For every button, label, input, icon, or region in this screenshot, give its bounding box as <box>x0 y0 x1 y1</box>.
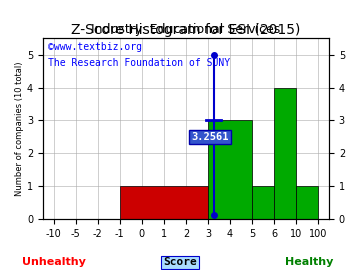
Text: Unhealthy: Unhealthy <box>22 257 86 267</box>
Bar <box>208 120 252 219</box>
Bar <box>274 87 296 219</box>
Bar <box>296 186 318 219</box>
Y-axis label: Number of companies (10 total): Number of companies (10 total) <box>15 61 24 196</box>
Text: ©www.textbiz.org: ©www.textbiz.org <box>49 42 143 52</box>
Text: Healthy: Healthy <box>285 257 334 267</box>
Bar <box>252 186 274 219</box>
Text: 3.2561: 3.2561 <box>192 132 229 142</box>
Text: Industry: Educational Services: Industry: Educational Services <box>91 23 280 36</box>
Bar <box>120 186 208 219</box>
Text: Score: Score <box>163 257 197 267</box>
Text: The Research Foundation of SUNY: The Research Foundation of SUNY <box>49 58 231 68</box>
Title: Z-Score Histogram for ESI (2015): Z-Score Histogram for ESI (2015) <box>71 23 301 37</box>
